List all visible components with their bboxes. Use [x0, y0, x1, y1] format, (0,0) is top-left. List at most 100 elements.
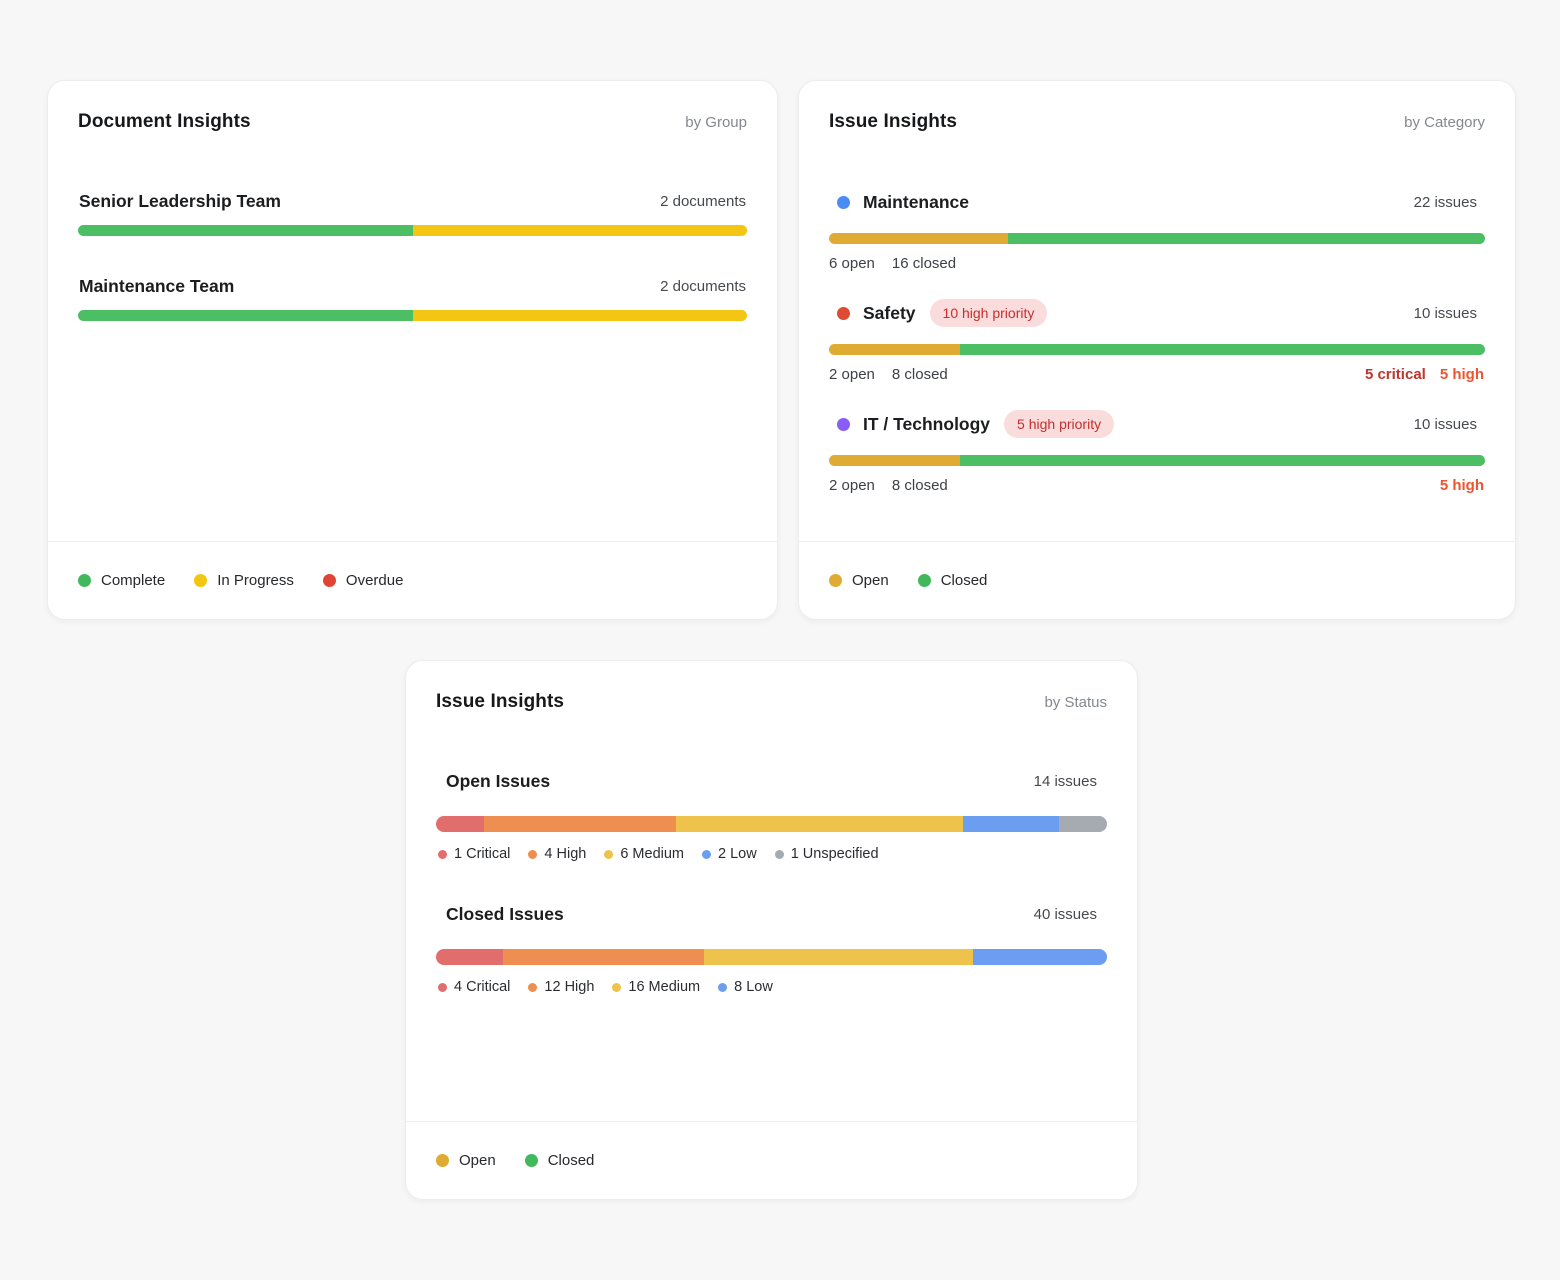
category-name: Maintenance — [863, 191, 969, 212]
legend-item-low: 8 Low — [718, 979, 773, 995]
legend-label: 1 Critical — [454, 846, 511, 862]
issue-insights-status-card: Issue Insights by Status Open Issues 14 … — [405, 660, 1138, 1200]
open-dot-icon — [829, 574, 842, 587]
status-legend: Complete In Progress Overdue — [78, 572, 403, 589]
category-row-maintenance: Maintenance 22 issues 6 open 16 closed — [829, 188, 1485, 272]
open-count: 2 open — [829, 366, 875, 383]
legend-label: 4 High — [544, 846, 587, 862]
legend-label: In Progress — [217, 572, 294, 589]
severity-bar — [436, 816, 1107, 832]
legend-item-high: 4 High — [528, 846, 586, 862]
status-row-closed-issues: Closed Issues 40 issues 4 Critical 12 Hi… — [436, 904, 1107, 995]
document-status-bar — [78, 310, 747, 321]
row-header: IT / Technology 5 high priority 10 issue… — [829, 410, 1485, 438]
legend-item-closed: Closed — [917, 572, 988, 589]
legend-label: 6 Medium — [620, 846, 684, 862]
issue-count: 10 issues — [1413, 304, 1477, 322]
status-row-open-issues: Open Issues 14 issues 1 Critical 4 High … — [436, 771, 1107, 862]
unspecified-dot-icon — [774, 849, 784, 859]
card-header: Issue Insights by Status — [406, 661, 1137, 713]
open-closed-legend: Open Closed — [436, 1152, 594, 1169]
high-dot-icon — [528, 849, 538, 859]
legend-label: Closed — [940, 572, 988, 589]
legend-item-medium: 6 Medium — [604, 846, 684, 862]
critical-count: 5 critical — [1364, 366, 1426, 383]
critical-dot-icon — [438, 849, 447, 859]
open-closed-bar — [829, 233, 1485, 244]
critical-dot-icon — [438, 982, 447, 992]
open-count: 2 open — [829, 477, 875, 494]
medium-dot-icon — [604, 849, 614, 859]
row-header: Maintenance 22 issues — [829, 188, 1485, 216]
document-group-row: Maintenance Team 2 documents — [78, 276, 747, 321]
document-insights-card: Document Insights by Group Senior Leader… — [47, 80, 778, 620]
card-byline: by Status — [1044, 694, 1107, 711]
row-header: Safety 10 high priority 10 issues — [829, 299, 1485, 327]
row-header: Closed Issues 40 issues — [436, 904, 1107, 925]
category-dot-icon — [837, 417, 850, 431]
in-progress-dot-icon — [194, 574, 208, 587]
card-body: Senior Leadership Team 2 documents Maint… — [48, 191, 777, 321]
category-name: IT / Technology — [863, 413, 991, 434]
high-dot-icon — [528, 982, 538, 992]
category-name: Safety — [863, 302, 916, 323]
high-count: 5 high — [1439, 477, 1484, 494]
open-closed-bar — [829, 455, 1485, 466]
issue-count: 10 issues — [1413, 415, 1477, 433]
legend-label: Complete — [101, 572, 166, 589]
legend-label: 4 Critical — [454, 979, 511, 995]
legend-item-overdue: Overdue — [322, 572, 404, 589]
legend-item-critical: 4 Critical — [438, 979, 510, 995]
card-footer: Complete In Progress Overdue — [48, 541, 777, 619]
legend-label: 12 High — [544, 979, 595, 995]
row-header: Senior Leadership Team 2 documents — [78, 191, 747, 212]
legend-label: Overdue — [345, 572, 404, 589]
card-footer: Open Closed — [799, 541, 1515, 619]
legend-label: Closed — [547, 1152, 595, 1169]
medium-dot-icon — [612, 982, 622, 992]
status-name: Open Issues — [446, 771, 551, 791]
row-substats: 2 open 8 closed 5 critical 5 high — [829, 366, 1485, 383]
legend-item-in-progress: In Progress — [194, 572, 294, 589]
row-header: Open Issues 14 issues — [436, 771, 1107, 792]
group-name: Maintenance Team — [79, 276, 235, 296]
closed-dot-icon — [917, 574, 931, 587]
document-count: 2 documents — [660, 278, 746, 295]
closed-count: 8 closed — [891, 477, 948, 494]
document-status-bar — [78, 225, 747, 236]
legend-item-low: 2 Low — [702, 846, 757, 862]
legend-item-critical: 1 Critical — [438, 846, 510, 862]
card-byline: by Group — [685, 114, 747, 131]
issue-insights-category-card: Issue Insights by Category Maintenance 2… — [798, 80, 1516, 620]
closed-count: 8 closed — [891, 366, 948, 383]
card-footer: Open Closed — [406, 1121, 1137, 1199]
closed-count: 16 closed — [891, 255, 957, 272]
legend-label: 8 Low — [734, 979, 773, 995]
row-substats: 6 open 16 closed — [829, 255, 1485, 272]
open-closed-legend: Open Closed — [829, 572, 987, 589]
legend-label: Open — [852, 572, 889, 589]
high-priority-badge: 10 high priority — [929, 299, 1048, 327]
card-body: Maintenance 22 issues 6 open 16 closed S… — [799, 188, 1515, 494]
issue-count: 14 issues — [1033, 773, 1097, 790]
high-count: 5 high — [1439, 366, 1484, 383]
legend-label: 2 Low — [718, 846, 757, 862]
closed-dot-icon — [524, 1154, 538, 1167]
category-row-it-technology: IT / Technology 5 high priority 10 issue… — [829, 410, 1485, 494]
card-title: Issue Insights — [829, 111, 958, 132]
open-closed-counts: 2 open 8 closed — [829, 477, 948, 494]
row-substats: 2 open 8 closed 5 high — [829, 477, 1485, 494]
high-priority-badge: 5 high priority — [1004, 410, 1115, 438]
severity-legend: 4 Critical 12 High 16 Medium 8 Low — [436, 979, 1107, 995]
legend-item-high: 12 High — [528, 979, 594, 995]
legend-label: Open — [459, 1152, 496, 1169]
card-header: Issue Insights by Category — [799, 81, 1515, 133]
severity-counts: 5 high — [1440, 477, 1485, 494]
complete-dot-icon — [78, 574, 91, 587]
legend-item-unspecified: 1 Unspecified — [774, 846, 879, 862]
open-count: 6 open — [829, 255, 875, 272]
card-header: Document Insights by Group — [48, 81, 777, 133]
issue-count: 40 issues — [1033, 906, 1097, 923]
status-name: Closed Issues — [446, 904, 564, 924]
card-title: Issue Insights — [436, 691, 565, 712]
